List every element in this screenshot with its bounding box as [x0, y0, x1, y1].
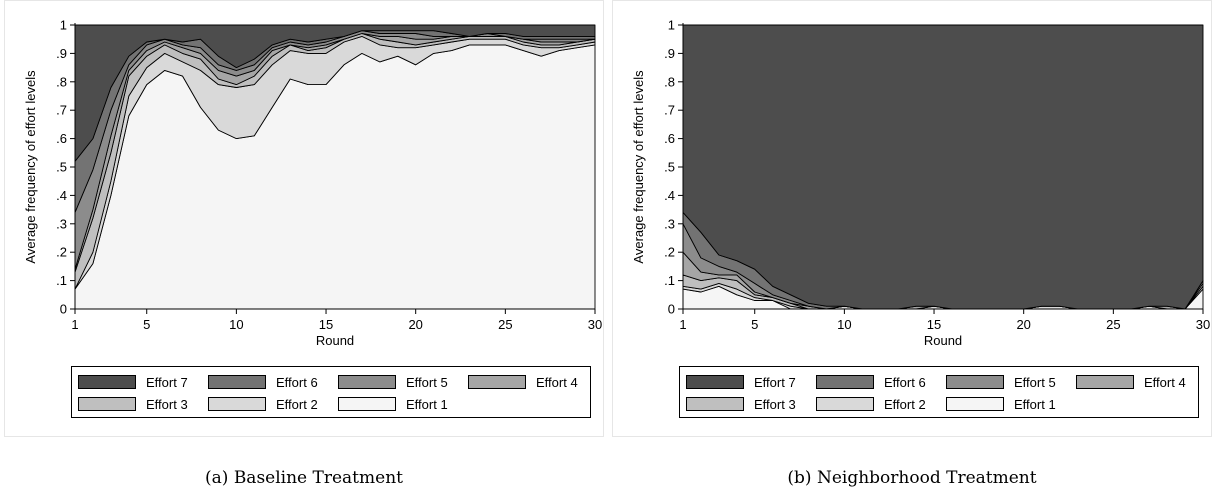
y-tick-label: .8 [664, 74, 675, 89]
y-tick-label: .9 [664, 46, 675, 61]
y-tick-label: .6 [664, 131, 675, 146]
legend-label: Effort 3 [146, 396, 188, 412]
y-tick-label: .2 [56, 245, 67, 260]
chart-panel-baseline: 0.1.2.3.4.5.6.7.8.9 1 1 5 10 15 20 25 30 Round Ave… [4, 0, 604, 437]
legend-item-effort-5: Effort 5 [946, 373, 1056, 391]
x-tick-label: 25 [1106, 317, 1120, 332]
x-tick-label: 10 [837, 317, 851, 332]
legend-swatch [816, 397, 874, 411]
legend-label: Effort 6 [276, 374, 318, 390]
x-tick-label: 5 [751, 317, 758, 332]
y-tick-label: .5 [56, 160, 67, 175]
x-tick-label: 30 [1196, 317, 1210, 332]
y-tick-label: .7 [56, 103, 67, 118]
legend-label: Effort 6 [884, 374, 926, 390]
legend-swatch [1076, 375, 1134, 389]
x-tick-label: 10 [229, 317, 243, 332]
y-tick-label: .1 [56, 273, 67, 288]
area-band-effort-1 [74, 44, 596, 310]
legend-item-effort-7: Effort 7 [686, 373, 796, 391]
legend-label: Effort 5 [1014, 374, 1056, 390]
legend-swatch [338, 375, 396, 389]
x-tick-label: 20 [408, 317, 422, 332]
legend-label: Effort 2 [884, 396, 926, 412]
legend-swatch [946, 375, 1004, 389]
x-tick-label: 5 [143, 317, 150, 332]
legend-swatch [338, 397, 396, 411]
x-tick-label: 1 [679, 317, 686, 332]
legend-swatch [816, 375, 874, 389]
area-band-effort-7 [682, 24, 1204, 310]
legend-label: Effort 1 [406, 396, 448, 412]
y-tick-label: .7 [664, 103, 675, 118]
y-tick-label: .6 [56, 131, 67, 146]
y-tick-label: .3 [56, 216, 67, 231]
y-tick-label: 0 [60, 302, 67, 317]
legend-label: Effort 4 [1144, 374, 1186, 390]
y-axis-label: Average frequency of effort levels [631, 70, 646, 264]
x-tick-label: 15 [319, 317, 333, 332]
y-tick-label: .5 [664, 160, 675, 175]
legend-swatch [946, 397, 1004, 411]
y-tick-label: .3 [664, 216, 675, 231]
y-tick-label: 0 [668, 302, 675, 317]
x-tick-label: 25 [498, 317, 512, 332]
legend-swatch [78, 397, 136, 411]
legend-swatch [208, 397, 266, 411]
legend-label: Effort 3 [754, 396, 796, 412]
x-tick-label: 1 [71, 317, 78, 332]
y-tick-label: 1 [60, 18, 67, 33]
legend-swatch [78, 375, 136, 389]
legend-item-effort-2: Effort 2 [816, 395, 926, 413]
legend-item-effort-6: Effort 6 [816, 373, 926, 391]
x-tick-label: 20 [1016, 317, 1030, 332]
legend-item-effort-2: Effort 2 [208, 395, 318, 413]
legend-item-effort-4: Effort 4 [1076, 373, 1186, 391]
legend-item-effort-6: Effort 6 [208, 373, 318, 391]
legend-item-effort-5: Effort 5 [338, 373, 448, 391]
y-tick-label: .9 [56, 46, 67, 61]
y-tick-label: 1 [668, 18, 675, 33]
x-tick-label: 15 [927, 317, 941, 332]
legend-label: Effort 2 [276, 396, 318, 412]
legend-swatch [208, 375, 266, 389]
y-axis-label: Average frequency of effort levels [23, 70, 38, 264]
legend-label: Effort 4 [536, 374, 578, 390]
legend-item-effort-3: Effort 3 [78, 395, 188, 413]
legend-swatch [686, 375, 744, 389]
legend-swatch [468, 375, 526, 389]
y-tick-label: .4 [664, 188, 675, 203]
legend-item-effort-1: Effort 1 [338, 395, 448, 413]
chart-panel-neighborhood: 0.1.2.3.4.5.6.7.8.9 1 1 5 10 15 20 25 30 Round Ave… [612, 0, 1212, 437]
x-axis-label: Round [316, 333, 354, 348]
legend-baseline: Effort 7 Effort 6 Effort 5 Effort 4 Effort 3… [71, 366, 591, 418]
y-tick-label: .1 [664, 273, 675, 288]
legend-item-effort-4: Effort 4 [468, 373, 578, 391]
y-tick-label: .4 [56, 188, 67, 203]
stacked-area-chart-baseline: 0.1.2.3.4.5.6.7.8.911 5 10 15 20 25 30RoundAve… [23, 18, 602, 349]
x-axis-label: Round [924, 333, 962, 348]
legend-item-effort-1: Effort 1 [946, 395, 1056, 413]
area-band-effort-7 [74, 24, 596, 162]
legend-label: Effort 7 [146, 374, 188, 390]
caption-neighborhood: (b) Neighborhood Treatment [787, 468, 1037, 488]
x-tick-label: 30 [588, 317, 602, 332]
legend-item-effort-3: Effort 3 [686, 395, 796, 413]
legend-item-effort-7: Effort 7 [78, 373, 188, 391]
y-tick-label: .8 [56, 74, 67, 89]
legend-label: Effort 5 [406, 374, 448, 390]
legend-neighborhood: Effort 7 Effort 6 Effort 5 Effort 4 Effort 3… [679, 366, 1199, 418]
y-tick-label: .2 [664, 245, 675, 260]
legend-label: Effort 1 [1014, 396, 1056, 412]
legend-swatch [686, 397, 744, 411]
caption-baseline: (a) Baseline Treatment [205, 468, 403, 488]
legend-label: Effort 7 [754, 374, 796, 390]
stacked-area-chart-neighborhood: 0.1.2.3.4.5.6.7.8.911 5 10 15 20 25 30RoundAve… [631, 18, 1210, 349]
